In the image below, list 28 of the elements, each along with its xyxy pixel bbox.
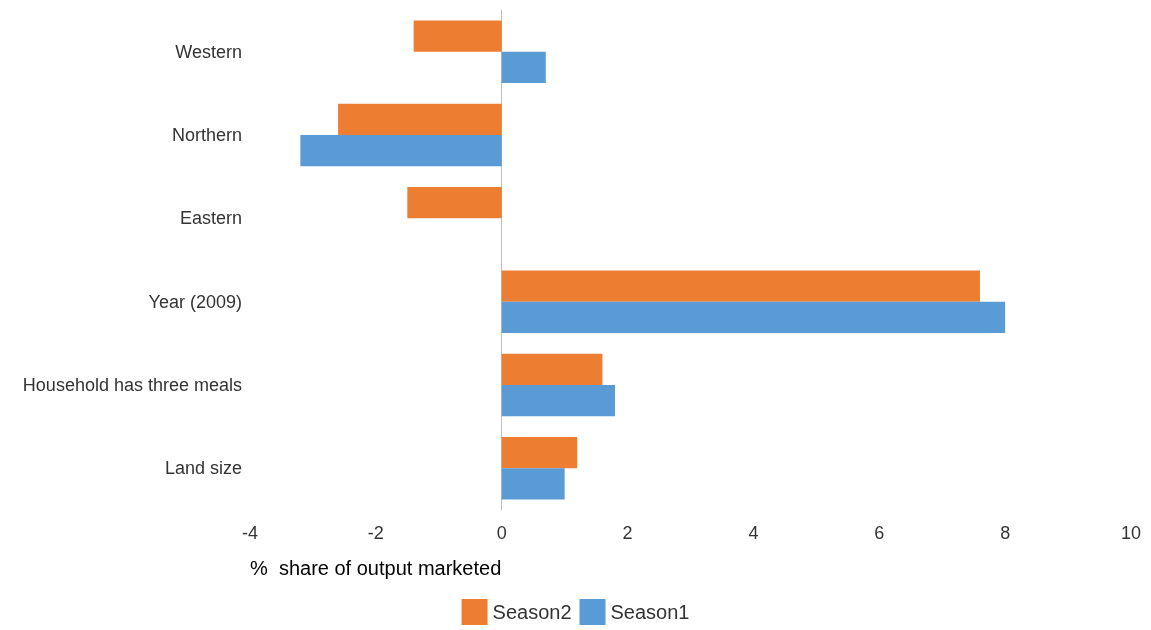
y-tick-label: Western	[175, 41, 242, 62]
bar	[501, 301, 1006, 333]
x-tick-label: -2	[367, 523, 384, 543]
bar	[338, 103, 502, 135]
bar	[501, 51, 546, 83]
y-tick-label: Eastern	[179, 208, 242, 229]
x-tick-label: 2	[622, 523, 633, 543]
legend-label: Season1	[610, 601, 690, 623]
y-tick-label: Northern	[171, 125, 242, 145]
bar	[501, 270, 980, 302]
bar	[501, 468, 565, 500]
x-axis-title: % share of output marketed	[250, 557, 502, 579]
bar	[413, 20, 502, 52]
bar	[501, 353, 603, 385]
bar	[407, 187, 502, 219]
x-tick-label: -4	[241, 523, 259, 543]
bar	[501, 385, 615, 417]
x-tick-label: 0	[496, 523, 507, 543]
x-tick-label: 10	[1120, 523, 1142, 543]
x-tick-label: 6	[874, 523, 885, 543]
y-tick-label: Land size	[164, 458, 242, 479]
bar	[300, 135, 502, 167]
x-tick-label: 8	[1000, 523, 1011, 543]
bar	[501, 437, 578, 469]
y-tick-label: Household has three meals	[22, 375, 242, 395]
x-tick-label: 4	[748, 523, 759, 543]
legend-label: Season2	[492, 601, 572, 623]
y-tick-label: Year (2009)	[148, 291, 242, 312]
